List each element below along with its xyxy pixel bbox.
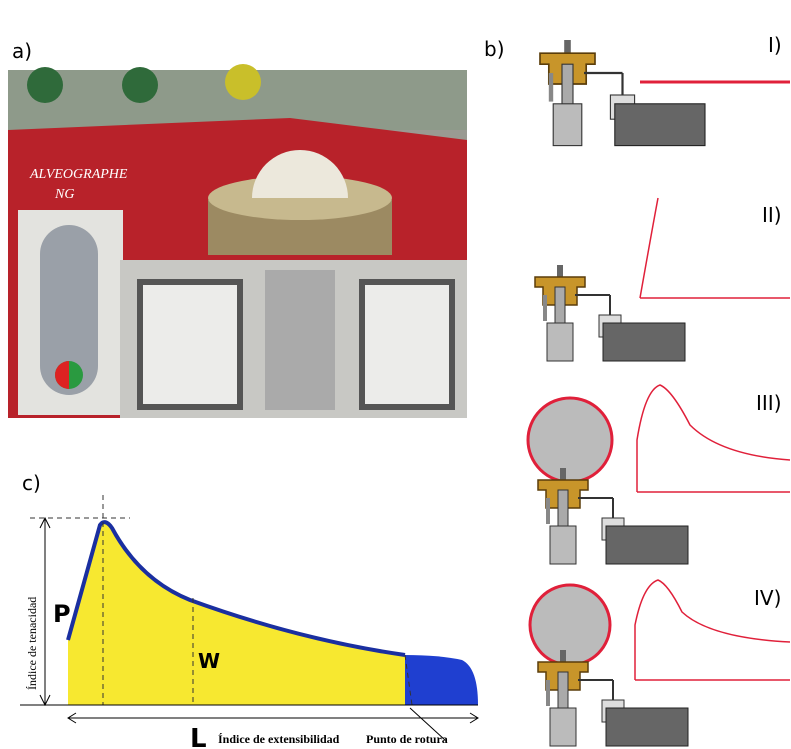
shape-circle [225, 64, 261, 100]
model: NG [54, 187, 74, 202]
shape-use [535, 265, 685, 361]
stage-label: IV) [754, 586, 781, 610]
stage-label: III) [756, 391, 782, 415]
shape-circle [122, 67, 158, 103]
shape-rect [140, 282, 240, 407]
shape-use [540, 40, 705, 146]
shape-use [538, 650, 688, 746]
shape-circle [27, 67, 63, 103]
figure: a) ALVEOGRAPHE NG b) I) II) III) IV) [0, 0, 791, 749]
stage-label: II) [762, 203, 782, 227]
w-label: W [198, 649, 220, 673]
shape-circle [530, 585, 610, 665]
panel-label: c) [22, 471, 41, 495]
stage-label: I) [768, 33, 782, 57]
shape-rect [362, 282, 452, 407]
stage-diagrams [528, 40, 790, 746]
panel-label: b) [484, 37, 505, 61]
shape-rect [265, 270, 335, 410]
shape-path [405, 655, 478, 705]
shape-circle [528, 398, 612, 482]
x-axis-label: Índice de extensibilidad [218, 732, 340, 746]
brand: ALVEOGRAPHE [29, 167, 128, 182]
break-label: Punto de rotura [366, 732, 448, 746]
alveogram: P W L Índice de extensibilidad Punto de … [20, 495, 478, 749]
alveograph-photo: ALVEOGRAPHE NG [8, 64, 467, 418]
l-label: L [190, 724, 207, 749]
shape-path [68, 522, 405, 705]
p-label: P [53, 600, 71, 628]
shape-use [538, 468, 688, 564]
panel-label: a) [12, 39, 32, 63]
y-axis-label: Índice de tenacidad [25, 597, 39, 690]
